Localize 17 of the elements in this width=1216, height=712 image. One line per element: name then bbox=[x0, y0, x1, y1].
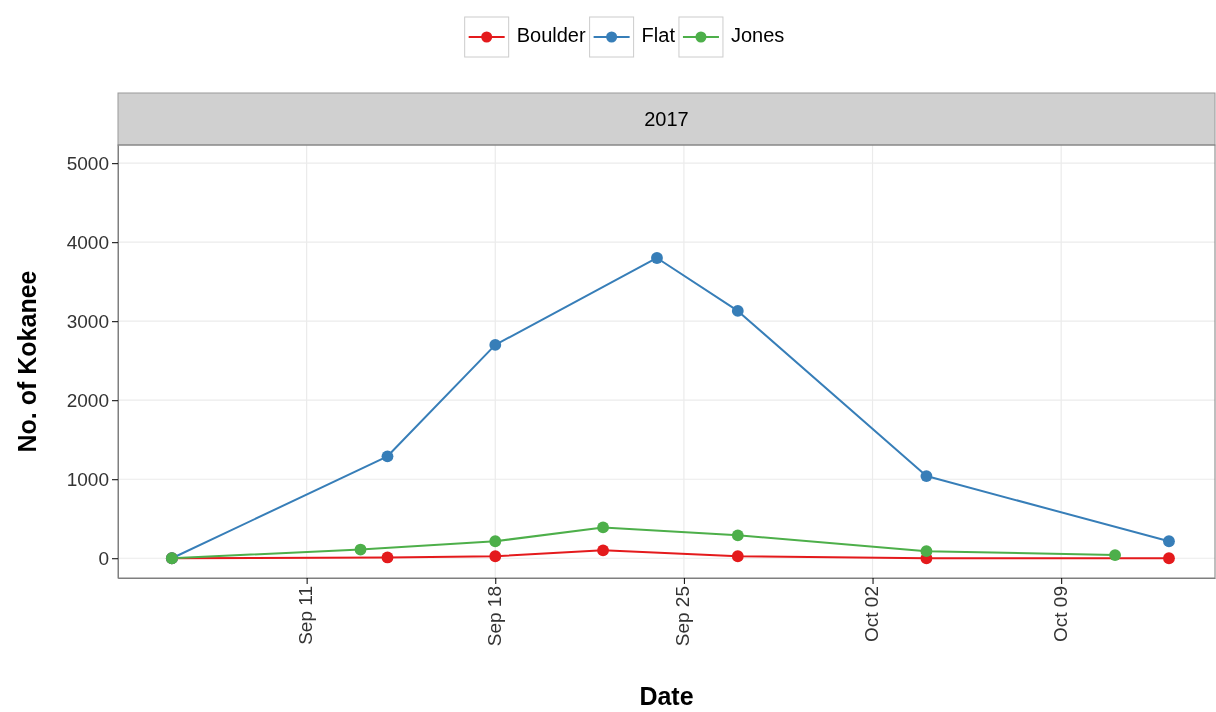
y-tick-label: 1000 bbox=[66, 468, 109, 490]
legend-label: Flat bbox=[641, 24, 676, 47]
y-tick-label: 3000 bbox=[66, 310, 109, 332]
x-axis-title: Date bbox=[639, 682, 694, 710]
legend-label: Jones bbox=[730, 24, 785, 47]
legend-label: Boulder bbox=[516, 24, 586, 47]
y-tick-label: 0 bbox=[98, 547, 109, 569]
y-tick-label: 5000 bbox=[66, 152, 109, 174]
chart-subtitle: 2017 bbox=[644, 108, 689, 130]
x-tick-label: Sep 25 bbox=[672, 586, 694, 647]
x-tick-label: Oct 02 bbox=[861, 586, 883, 642]
y-axis-title: No. of Kokanee bbox=[13, 270, 41, 453]
x-tick-label: Oct 09 bbox=[1049, 586, 1071, 642]
x-tick-label: Sep 11 bbox=[295, 586, 317, 645]
y-tick-label: 4000 bbox=[66, 231, 109, 253]
y-tick-label: 2000 bbox=[66, 389, 109, 411]
x-tick-label: Sep 18 bbox=[483, 586, 505, 647]
